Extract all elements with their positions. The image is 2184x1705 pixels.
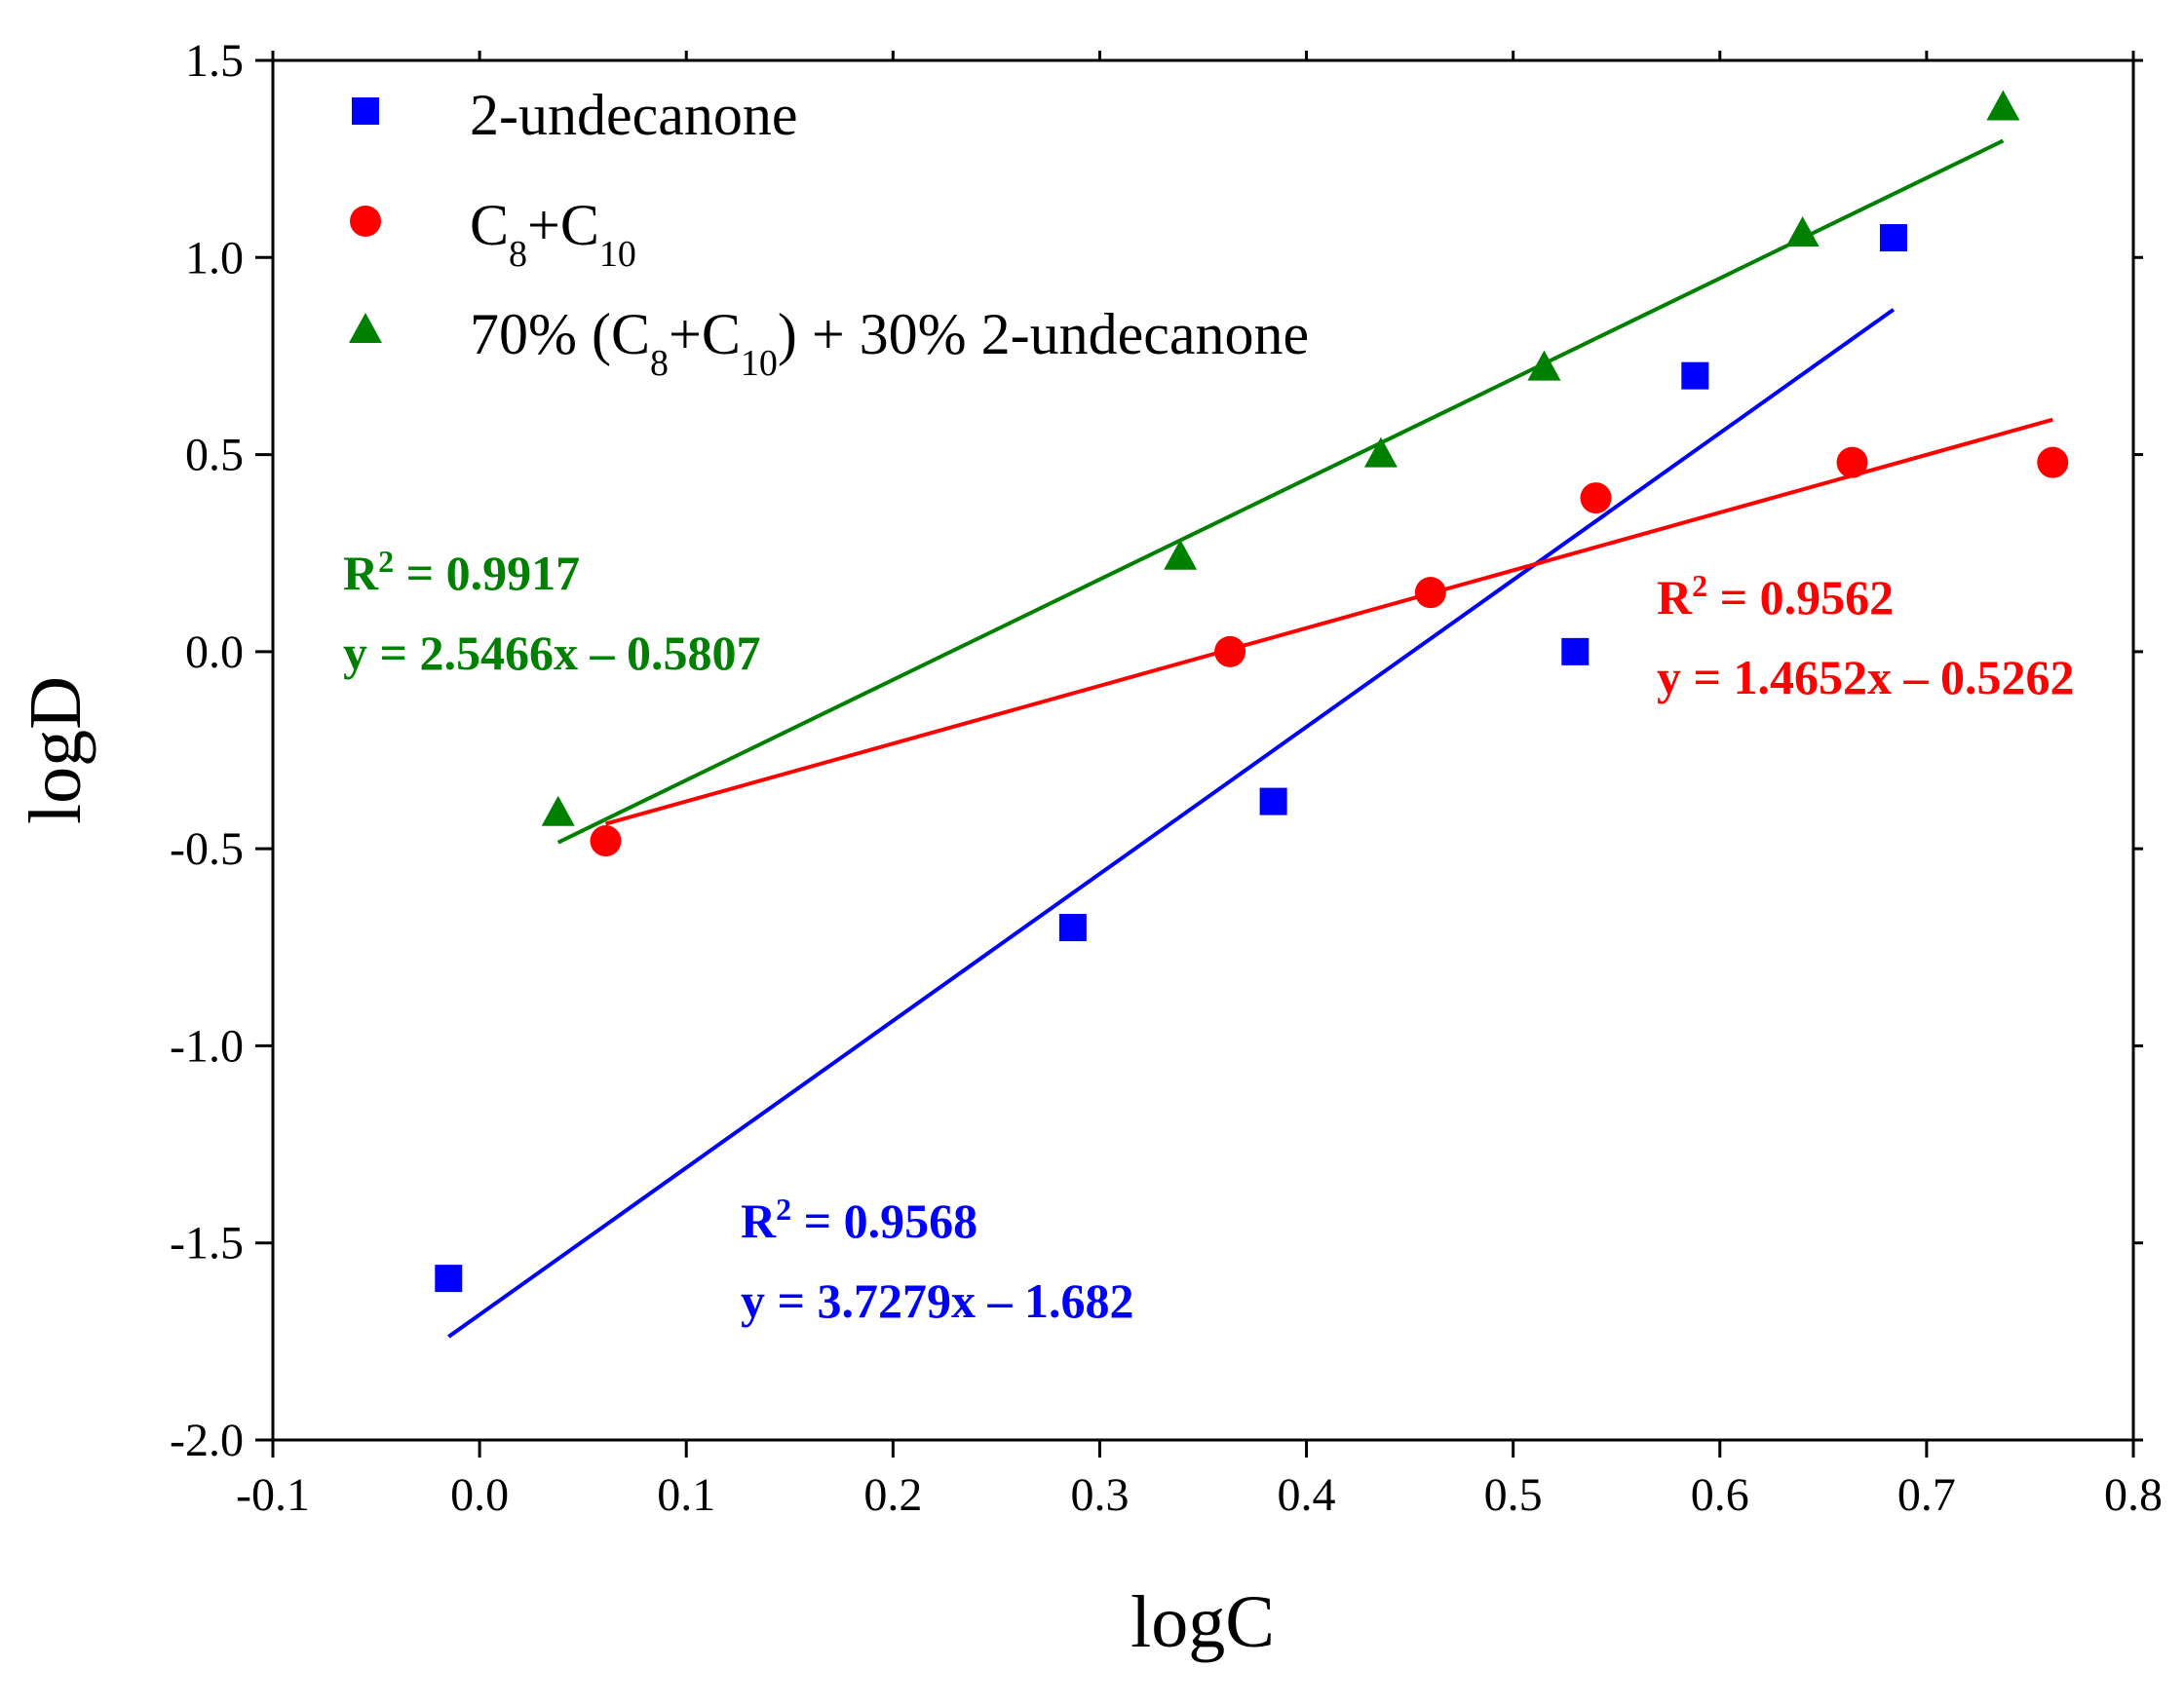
fit-line-circle (604, 417, 2053, 826)
x-tick-label: 0.5 (1484, 1469, 1543, 1521)
x-tick-label: 0.7 (1897, 1469, 1956, 1521)
data-point-square (1561, 637, 1590, 665)
fit-line-square (447, 308, 1896, 1339)
data-point-square (1259, 787, 1287, 815)
x-tick-label: 0.3 (1070, 1469, 1129, 1521)
fit-line-triangle (556, 138, 2005, 845)
fit-equation-label: y = 3.7279x – 1.682 (741, 1273, 1134, 1328)
fit-annotations: R2 = 0.9568 y = 3.7279x – 1.682 R2 = 0.956… (343, 544, 2075, 1328)
plot-frame (271, 58, 2135, 1442)
data-points (435, 90, 2069, 1293)
data-point-circle (590, 825, 622, 857)
x-tick-label: 0.1 (657, 1469, 715, 1521)
r-squared-label: R2 = 0.9568 (741, 1192, 977, 1248)
x-tick-label: 0.6 (1691, 1469, 1749, 1521)
data-point-square (1058, 914, 1087, 942)
y-tick-label: 1.5 (185, 35, 244, 87)
data-point-square (435, 1265, 463, 1293)
y-tick-label: 1.0 (185, 232, 244, 284)
data-point-triangle (1986, 90, 2020, 121)
y-tick-label: -1.0 (170, 1020, 244, 1072)
legend-label: C8+C10 (470, 193, 636, 275)
x-tick-label: 0.0 (450, 1469, 509, 1521)
data-point-circle (1580, 482, 1612, 514)
data-point-circle (1414, 577, 1446, 609)
r-squared-label: R2 = 0.9917 (343, 544, 580, 600)
legend-marker-triangle (349, 313, 382, 343)
legend-marker-square (352, 97, 379, 125)
fit-equation-label: y = 2.5466x – 0.5807 (343, 625, 761, 680)
y-tick-label: -2.0 (170, 1415, 244, 1466)
x-tick-label: 0.4 (1278, 1469, 1336, 1521)
data-point-triangle (1164, 539, 1198, 570)
y-tick-label: 0.5 (185, 430, 244, 481)
legend-label: 70% (C8+C10) + 30% 2-undecanone (470, 302, 1309, 384)
data-point-circle (1214, 635, 1246, 667)
data-point-triangle (541, 795, 575, 826)
data-point-square (1681, 361, 1709, 390)
y-axis-title: logD (15, 676, 96, 824)
legend: 2-undecanone C8+C10 70% (C8+C10) + 30% 2-u… (349, 83, 1309, 384)
axis-ticks: -0.1 0.0 0.1 0.2 0.3 0.4 0.5 0.6 0.7 0.8 -2.0 -1.5 -… (170, 35, 2163, 1521)
y-tick-label: -0.5 (170, 823, 244, 875)
x-tick-label: 0.8 (2104, 1469, 2163, 1521)
data-point-square (1879, 224, 1907, 252)
x-axis-title: logC (1130, 1581, 1275, 1663)
fit-lines (447, 138, 2053, 1339)
y-tick-label: -1.5 (170, 1218, 244, 1269)
x-tick-label: 0.2 (863, 1469, 922, 1521)
data-point-triangle (1363, 436, 1398, 468)
y-tick-label: 0.0 (185, 626, 244, 678)
legend-label: 2-undecanone (470, 83, 798, 147)
data-point-circle (1836, 446, 1868, 478)
r-squared-label: R2 = 0.9562 (1657, 568, 1894, 625)
data-point-circle (2037, 446, 2069, 478)
fit-equation-label: y = 1.4652x – 0.5262 (1657, 650, 2075, 704)
data-point-triangle (1527, 350, 1561, 381)
x-tick-label: -0.1 (236, 1469, 310, 1521)
legend-marker-circle (350, 206, 381, 237)
data-point-triangle (1785, 216, 1820, 247)
